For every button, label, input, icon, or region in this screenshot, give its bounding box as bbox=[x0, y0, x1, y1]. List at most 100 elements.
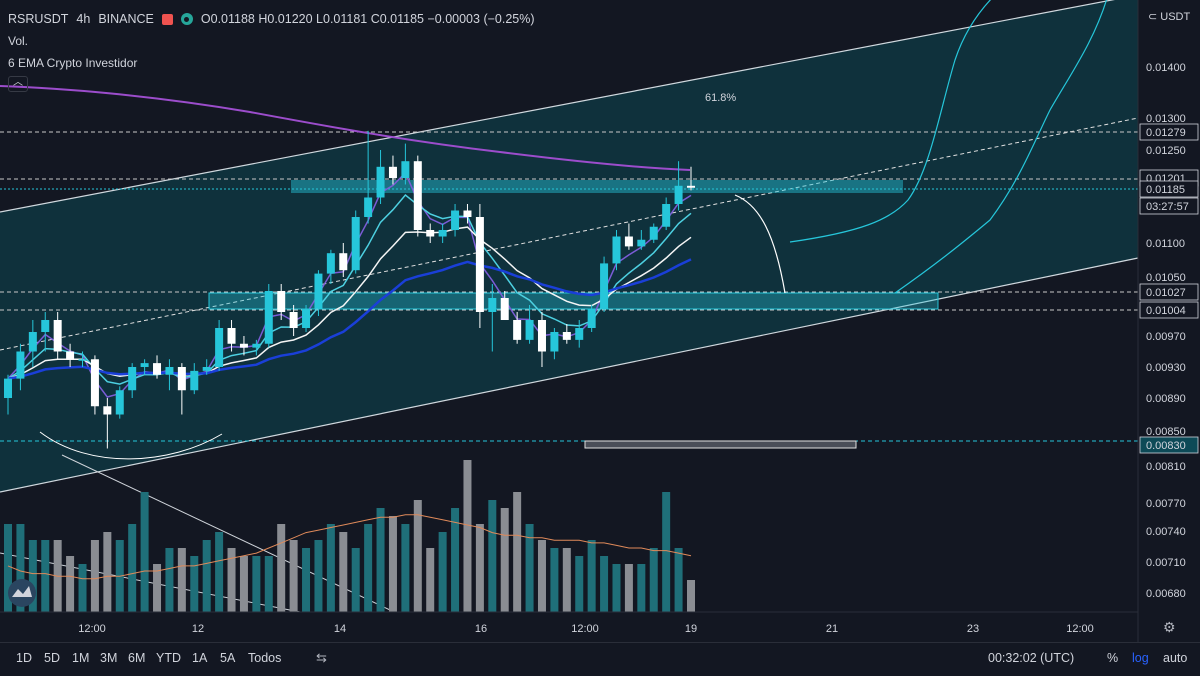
candle-body[interactable] bbox=[227, 328, 236, 344]
candle-body[interactable] bbox=[500, 298, 509, 320]
timeframe-button[interactable]: 5D bbox=[44, 651, 60, 665]
candle-body[interactable] bbox=[302, 308, 311, 329]
candle-body[interactable] bbox=[376, 166, 385, 198]
timeframe-button[interactable]: Todos bbox=[248, 651, 282, 665]
channel-upper-line[interactable] bbox=[0, 0, 1138, 213]
resistance-zone[interactable] bbox=[291, 180, 903, 193]
candle-body[interactable] bbox=[537, 320, 546, 352]
candle-body[interactable] bbox=[649, 226, 658, 240]
candle-body[interactable] bbox=[438, 230, 447, 237]
candle-body[interactable] bbox=[413, 161, 422, 230]
candle-body[interactable] bbox=[513, 320, 522, 340]
collapse-legend-button[interactable]: ︿ bbox=[8, 76, 535, 92]
timeframe-button[interactable]: 5A bbox=[220, 651, 236, 665]
candle-body[interactable] bbox=[264, 291, 273, 344]
flag-icon[interactable] bbox=[161, 13, 173, 25]
price-tick: 0.00680 bbox=[1146, 588, 1186, 600]
candle-body[interactable] bbox=[16, 351, 25, 379]
candle-body[interactable] bbox=[637, 239, 646, 247]
candle-body[interactable] bbox=[28, 332, 37, 352]
volume-bar bbox=[600, 556, 609, 612]
candle-body[interactable] bbox=[687, 185, 695, 188]
indicator-legend[interactable]: 6 EMA Crypto Investidor bbox=[8, 56, 138, 70]
candle-body[interactable] bbox=[4, 378, 12, 398]
candle-body[interactable] bbox=[463, 210, 472, 218]
candle-body[interactable] bbox=[153, 363, 162, 375]
timeframe-button[interactable]: 6M bbox=[128, 651, 146, 665]
candle-body[interactable] bbox=[562, 332, 571, 340]
candle-body[interactable] bbox=[277, 291, 286, 312]
candle-body[interactable] bbox=[624, 236, 633, 247]
candle-body[interactable] bbox=[289, 312, 298, 328]
auto-toggle[interactable]: auto bbox=[1163, 651, 1188, 665]
candle-body[interactable] bbox=[140, 363, 149, 367]
candle-body[interactable] bbox=[252, 343, 261, 348]
candle-body[interactable] bbox=[351, 217, 360, 271]
candle-body[interactable] bbox=[239, 343, 248, 348]
exchange-label: BINANCE bbox=[98, 12, 154, 26]
chevron-up-icon[interactable]: ︿ bbox=[8, 76, 28, 92]
legend-main-row[interactable]: RSRUSDT 4h BINANCE O0.01188 H0.01220 L0.… bbox=[8, 8, 535, 30]
timeframe-button[interactable]: 1A bbox=[192, 651, 208, 665]
candle-body[interactable] bbox=[202, 367, 211, 371]
volume-legend[interactable]: Vol. bbox=[8, 34, 29, 48]
symbol-name[interactable]: RSRUSDT bbox=[8, 12, 69, 26]
candle-body[interactable] bbox=[339, 253, 348, 271]
volume-bar bbox=[662, 492, 671, 612]
candle-body[interactable] bbox=[451, 210, 460, 231]
candles[interactable] bbox=[4, 130, 695, 449]
price-chart[interactable]: 61.8% ⊂ USDT 0.01400 0.01300 0.01250 0.01100… bbox=[0, 0, 1200, 642]
candle-body[interactable] bbox=[612, 236, 621, 264]
timeframe-button[interactable]: 1M bbox=[72, 651, 90, 665]
candle-body[interactable] bbox=[78, 359, 87, 361]
target-zone[interactable] bbox=[584, 440, 857, 449]
trend-line-volume[interactable] bbox=[0, 552, 301, 613]
date-range-icon[interactable]: ⇆ bbox=[316, 650, 327, 665]
time-tick: 16 bbox=[475, 623, 487, 635]
volume-bar bbox=[90, 540, 99, 612]
currency-label[interactable]: ⊂ USDT bbox=[1148, 11, 1190, 23]
candle-body[interactable] bbox=[128, 367, 137, 391]
timeframe-button[interactable]: 1D bbox=[16, 651, 32, 665]
candle-body[interactable] bbox=[364, 197, 373, 218]
volume-bar bbox=[426, 548, 435, 612]
candle-body[interactable] bbox=[326, 253, 335, 274]
candle-body[interactable] bbox=[600, 263, 609, 309]
log-toggle[interactable]: log bbox=[1132, 651, 1149, 665]
candle-body[interactable] bbox=[674, 185, 683, 204]
candle-body[interactable] bbox=[53, 320, 62, 352]
candle-body[interactable] bbox=[488, 298, 497, 312]
candle-body[interactable] bbox=[662, 204, 671, 227]
candle-body[interactable] bbox=[575, 328, 584, 340]
candle-body[interactable] bbox=[475, 217, 484, 312]
candle-body[interactable] bbox=[587, 308, 596, 329]
candle-body[interactable] bbox=[314, 273, 323, 309]
timeframe-button[interactable]: 3M bbox=[100, 651, 118, 665]
volume-bar bbox=[637, 564, 646, 612]
candle-body[interactable] bbox=[215, 328, 224, 367]
candle-body[interactable] bbox=[177, 367, 186, 391]
candle-body[interactable] bbox=[41, 320, 50, 332]
candle-body[interactable] bbox=[103, 406, 112, 415]
channel-lower-line[interactable] bbox=[0, 257, 1139, 493]
candle-body[interactable] bbox=[190, 370, 199, 391]
candle-body[interactable] bbox=[165, 367, 174, 375]
candle-body[interactable] bbox=[550, 332, 559, 352]
candle-body[interactable] bbox=[426, 230, 435, 237]
candle-body[interactable] bbox=[388, 166, 397, 178]
candle-body[interactable] bbox=[66, 351, 75, 360]
candle-body[interactable] bbox=[525, 320, 534, 340]
candle-body[interactable] bbox=[115, 390, 124, 415]
volume-bar bbox=[364, 524, 373, 612]
percent-toggle[interactable]: % bbox=[1107, 651, 1119, 665]
interval-label[interactable]: 4h bbox=[76, 12, 91, 26]
price-axis[interactable] bbox=[1138, 0, 1200, 642]
settings-gear-icon[interactable]: ⚙ bbox=[1163, 619, 1176, 635]
timeframe-button[interactable]: YTD bbox=[156, 651, 181, 665]
channel-midline[interactable] bbox=[0, 117, 1139, 351]
clock-label[interactable]: 00:32:02 (UTC) bbox=[988, 651, 1075, 665]
candle-body[interactable] bbox=[401, 161, 410, 178]
candle-body[interactable] bbox=[90, 359, 99, 407]
trend-line-descending[interactable] bbox=[61, 454, 391, 611]
time-tick-labels[interactable]: 12:00 12 14 16 12:00 19 21 23 12:00 bbox=[78, 623, 1094, 635]
